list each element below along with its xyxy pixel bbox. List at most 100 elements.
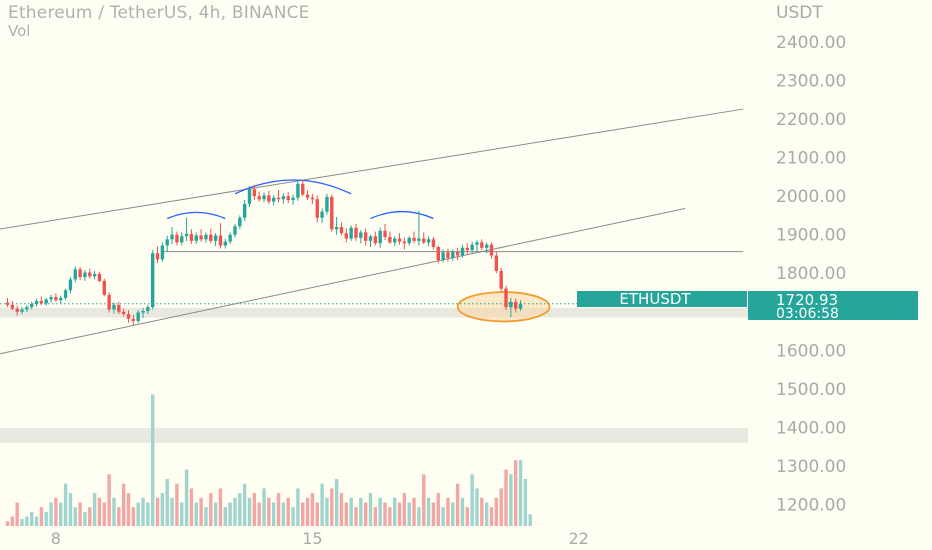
pattern-arc [166,211,226,220]
candle-body [252,189,257,197]
volume-bar [383,502,387,526]
candle-body [470,244,474,251]
volume-bar [49,502,53,526]
candle-body [436,247,440,261]
candle-body [301,183,305,195]
candle-body [238,217,242,227]
candle-body [431,239,436,248]
candle-body [417,238,421,241]
candle-body [494,255,499,271]
volume-bar [194,502,198,526]
volume-bar [209,493,213,526]
candle-body [165,239,169,246]
volume-bar [528,514,532,526]
volume-bar [402,493,407,526]
candle-body [368,236,373,241]
candle-body [373,236,378,244]
volume-bar [54,497,58,526]
candle-body [334,226,339,230]
volume-bar [126,493,131,526]
candle-body [514,301,518,309]
volume-bar [286,497,290,526]
price-zone-band [0,428,748,443]
chart-title: Ethereum / TetherUS, 4h, BINANCE [8,3,310,23]
candle-body [504,288,508,308]
candle-body [5,302,10,305]
last-price-value: 1720.93 [776,291,838,309]
volume-bar [233,497,237,526]
volume-bar [509,474,513,526]
volume-bar [136,502,140,526]
candle-body [247,189,252,204]
volume-bar [175,483,179,526]
candle-body [509,301,513,308]
volume-bar [180,502,184,526]
volume-bar [359,497,363,526]
candle-body [393,238,397,243]
volume-bar [334,479,339,526]
volume-bar [204,507,208,526]
volume-bar [213,502,218,526]
volume-bar [310,493,315,526]
volume-bar [223,507,227,526]
volume-bar [417,507,421,526]
volume-bar [73,507,77,526]
volume-bar [494,497,499,526]
price-zone-band [0,307,748,318]
candle-body [441,252,445,261]
volume-bar [315,502,319,526]
volume-bar [344,502,348,526]
volume-bar [460,497,465,526]
y-tick-label: 2000.00 [776,187,846,207]
volume-bar [446,497,450,526]
candle-body [267,195,271,202]
candle-body [422,238,426,243]
candle-body [121,311,126,315]
candle-body [465,247,469,251]
volume-bar [141,497,145,526]
volume-bar [291,507,295,526]
y-tick-label: 2100.00 [776,149,846,169]
candle-body [88,272,92,277]
volume-bar [523,479,528,526]
y-tick-label: 1600.00 [776,341,846,361]
volume-bar [354,507,358,526]
candle-body [305,194,310,198]
volume-bar [489,507,494,526]
volume-bar [339,493,344,526]
volume-bar [301,502,305,526]
candle-body [354,227,358,238]
candle-body [257,196,261,200]
volume-bar [117,507,121,526]
volume-label: Vol [8,22,31,40]
y-tick-label: 2300.00 [776,72,846,92]
candle-body [344,233,348,239]
volume-bar [368,493,373,526]
symbol-badge [577,291,747,307]
volume-bar [480,497,484,526]
candle-body [92,274,97,277]
candle-body [228,234,232,242]
candle-body [151,253,155,308]
y-axis-unit: USDT [776,3,823,23]
volume-bar [267,497,271,526]
volume-bar [465,507,469,526]
volume-bar [20,518,24,526]
candle-body [489,244,494,256]
volume-bar [281,502,286,526]
candle-body [359,232,363,238]
trend-line [0,108,744,230]
candle-body [233,226,237,235]
candle-body [131,318,136,322]
candle-body [291,197,295,201]
candle-body [223,241,227,246]
candle-body [15,308,19,312]
candle-body [199,235,203,240]
candle-body [475,242,479,245]
candle-body [10,304,15,309]
candle-body [349,227,353,239]
candle-body [189,233,194,241]
volume-bar [441,507,445,526]
volume-bar [518,460,523,526]
